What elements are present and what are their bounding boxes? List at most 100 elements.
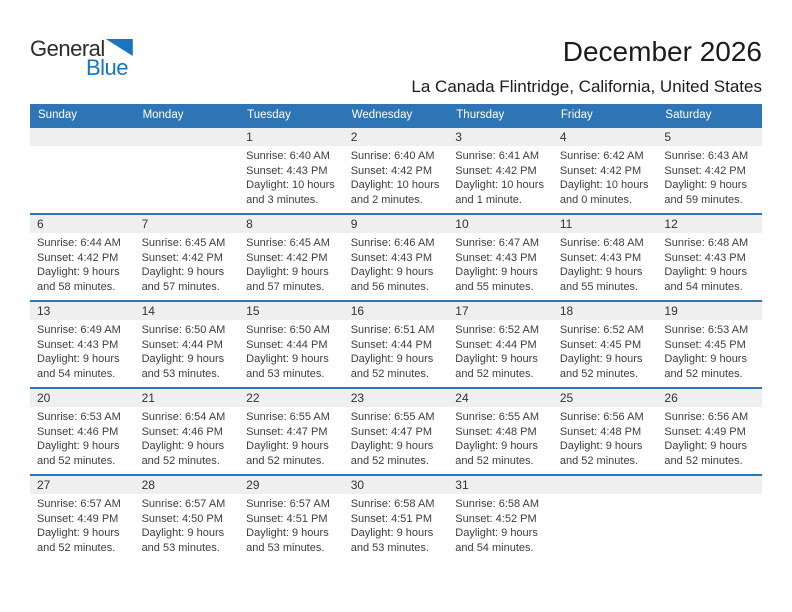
daylight-line: Daylight: 9 hours and 58 minutes. [37,265,133,294]
sunrise-line-label: Sunrise: [350,237,392,249]
day-number: 20 [30,389,135,407]
sunset-line: Sunset: 4:47 PM [246,425,342,440]
calendar-day-cell: Sunrise: 6:53 AM Sunset: 4:45 PM Daylight:… [657,320,762,387]
weekday-header-thursday: Thursday [456,109,505,121]
sunset-line-value: 4:48 PM [495,425,537,438]
sunrise-line: Sunrise: 6:50 AM [246,323,342,338]
sunset-line-value: 4:42 PM [391,164,433,177]
daylight-line-value: 9 hours and 53 minutes. [141,353,225,380]
day-number-label: 27 [37,478,51,492]
day-number: 10 [448,215,553,233]
sunrise-line-value: 6:50 AM [184,324,226,336]
sunset-line-label: Sunset: [455,251,493,264]
day-number: 5 [657,128,762,146]
sunset-line-value: 4:47 PM [391,425,433,438]
sunrise-line: Sunrise: 6:52 AM [560,323,656,338]
daylight-line-label: Daylight: [455,353,499,365]
sunrise-line-value: 6:58 AM [394,498,435,510]
sunrise-line: Sunrise: 6:43 AM [664,149,760,164]
sunrise-line-label: Sunrise: [141,324,182,336]
sunrise-line: Sunrise: 6:49 AM [37,323,133,338]
sunset-line: Sunset: 4:48 PM [455,425,551,440]
sunset-line: Sunset: 4:49 PM [664,425,760,440]
sunrise-line-value: 6:58 AM [498,498,540,510]
sunset-line-value: 4:44 PM [286,338,328,351]
daylight-line-value: 10 hours and 2 minutes. [350,179,440,206]
sunrise-line-value: 6:54 AM [184,411,226,423]
day-number-label: 26 [664,391,678,405]
sunset-line-label: Sunset: [455,512,493,525]
sunset-line-label: Sunset: [350,338,389,351]
daylight-line: Daylight: 9 hours and 53 minutes. [351,526,447,555]
sunset-line-value: 4:45 PM [600,338,642,351]
daylight-line: Daylight: 9 hours and 52 minutes. [560,352,656,381]
daylight-line-value: 9 hours and 52 minutes. [455,440,538,467]
logo-triangle-icon [105,39,133,56]
sunset-line-label: Sunset: [37,338,75,351]
sunset-line: Sunset: 4:43 PM [351,251,447,266]
sunrise-line: Sunrise: 6:51 AM [351,323,447,338]
sunrise-line: Sunrise: 6:40 AM [351,149,447,164]
daylight-line-label: Daylight: [141,266,185,278]
daylight-line: Daylight: 9 hours and 57 minutes. [246,265,342,294]
sunrise-line-label: Sunrise: [664,237,705,249]
daylight-line-label: Daylight: [37,266,80,278]
calendar-day-cell: Sunrise: 6:48 AM Sunset: 4:43 PM Daylight:… [657,233,762,300]
sunset-line-value: 4:49 PM [704,425,746,438]
day-number-label: 10 [455,217,469,231]
sunset-line-label: Sunset: [559,251,598,264]
sunrise-line-value: 6:50 AM [289,324,330,336]
calendar-day-cell: Sunrise: 6:52 AM Sunset: 4:45 PM Daylight:… [553,320,658,387]
daylight-line: Daylight: 10 hours and 3 minutes. [246,178,342,207]
daylight-line: Daylight: 9 hours and 53 minutes. [142,352,238,381]
sunset-line-label: Sunset: [664,251,702,264]
calendar-day-cell: Sunrise: 6:44 AM Sunset: 4:42 PM Daylight:… [30,233,135,300]
empty-day-number [30,128,135,146]
sunset-line-label: Sunset: [664,164,702,177]
sunrise-line: Sunrise: 6:45 AM [142,236,238,251]
daylight-line-value: 9 hours and 53 minutes. [246,353,329,380]
daylight-line: Daylight: 9 hours and 55 minutes. [560,265,656,294]
sunset-line-label: Sunset: [37,251,75,264]
daylight-line-label: Daylight: [37,353,80,365]
week-row: 20 21 22 23 24 25 26 Sunrise: 6:53 AM Sunset: 4:… [30,387,762,474]
daylight-line-label: Daylight: [350,353,394,365]
sunrise-line-label: Sunrise: [455,150,496,162]
day-number: 2 [344,128,449,146]
sunset-line-value: 4:42 PM [600,164,642,177]
daylight-line-label: Daylight: [559,266,603,278]
calendar-weeks: 1 2 3 4 5 Sunrise: 6:40 AM Sunset: 4:43 PM Dayl… [30,126,762,561]
sunrise-line-label: Sunrise: [559,324,601,336]
daylight-line-value: 10 hours and 3 minutes. [246,179,335,206]
sunrise-line-value: 6:55 AM [394,411,435,423]
sunset-line-value: 4:46 PM [77,425,119,438]
sunrise-line-value: 6:45 AM [184,237,226,249]
daylight-line-value: 10 hours and 0 minutes. [559,179,649,206]
sunrise-line-label: Sunrise: [350,498,392,510]
day-number-label: 12 [664,217,678,231]
day-number: 30 [344,476,449,494]
empty-day-cell [553,494,658,561]
day-number: 31 [448,476,553,494]
sunrise-line-label: Sunrise: [559,237,601,249]
calendar-day-cell: Sunrise: 6:48 AM Sunset: 4:43 PM Daylight:… [553,233,658,300]
daylight-line-value: 9 hours and 57 minutes. [246,266,329,293]
daylight-line-label: Daylight: [246,353,289,365]
page-title: December 2026 [562,36,762,67]
day-number-label: 23 [350,391,365,405]
day-number-label: 15 [246,304,260,318]
sunset-line-value: 4:48 PM [600,425,642,438]
sunrise-line: Sunrise: 6:44 AM [37,236,133,251]
page-subtitle: La Canada Flintridge, California, United… [411,77,762,96]
sunrise-line-value: 6:55 AM [498,411,540,423]
sunrise-line-label: Sunrise: [141,498,182,510]
sunrise-line: Sunrise: 6:57 AM [246,497,342,512]
daylight-line-value: 9 hours and 53 minutes. [350,527,434,554]
day-number-label: 20 [37,391,51,405]
sunrise-line-label: Sunrise: [455,411,496,423]
empty-day-cell [657,494,762,561]
sunset-line-value: 4:44 PM [391,338,433,351]
sunset-line-label: Sunset: [350,512,389,525]
daylight-line: Daylight: 9 hours and 52 minutes. [455,439,551,468]
sunrise-line-label: Sunrise: [559,411,601,423]
